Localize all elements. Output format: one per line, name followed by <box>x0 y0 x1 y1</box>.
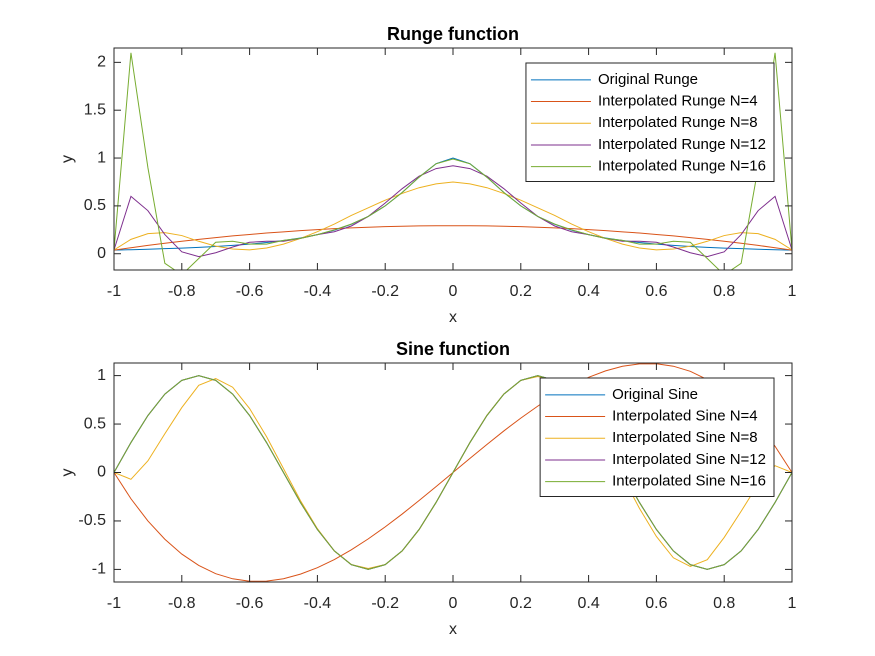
x-tick-label: 0.4 <box>577 595 599 612</box>
series-line <box>114 52 792 270</box>
y-tick-label: -1 <box>92 561 106 578</box>
axes: -1 -0.8 -0.6 -0.4 -0.2 0 0.2 0.4 0.6 0.8 1 0 0.5 1 1.5… <box>59 24 796 326</box>
legend-label: Interpolated Sine N=8 <box>612 429 758 446</box>
legend-label: Interpolated Sine N=16 <box>612 473 766 490</box>
x-tick-label: -0.6 <box>236 595 264 612</box>
legend-label: Interpolated Runge N=12 <box>598 136 766 153</box>
x-tick-label: 0.8 <box>713 283 735 300</box>
legend: Original Sine Interpolated Sine N=4 Interp… <box>539 377 775 497</box>
x-tick-label: -0.4 <box>304 283 332 300</box>
x-tick-label: -0.6 <box>236 283 264 300</box>
y-axis-label: y <box>59 155 76 163</box>
legend-label: Interpolated Runge N=16 <box>598 158 766 175</box>
series-line <box>114 375 792 570</box>
x-tick-label: -0.8 <box>168 595 196 612</box>
legend-label: Original Sine <box>612 386 698 403</box>
x-axis-label: x <box>449 309 457 326</box>
x-tick-label: -1 <box>107 283 121 300</box>
x-tick-label: -0.2 <box>371 595 399 612</box>
legend-label: Interpolated Runge N=8 <box>598 114 758 131</box>
series-line <box>114 225 792 251</box>
x-tick-label: 1 <box>788 595 797 612</box>
y-tick-label: 0.5 <box>84 197 106 214</box>
lines <box>114 52 792 270</box>
chart-title: Runge function <box>387 24 519 44</box>
x-tick-label: 0 <box>449 595 458 612</box>
x-axis-label: x <box>449 621 457 638</box>
y-tick-label: 1 <box>97 149 106 166</box>
x-tick-label: 0.6 <box>645 595 667 612</box>
legend-box <box>539 377 775 497</box>
y-tick-label: 2 <box>97 54 106 71</box>
legend-label: Original Runge <box>598 71 698 88</box>
x-tick-label: -0.4 <box>304 595 332 612</box>
legend-label: Interpolated Sine N=12 <box>612 451 766 468</box>
y-axis-label: y <box>59 469 76 477</box>
x-tick-label: -0.2 <box>371 283 399 300</box>
y-tick-label: 0.5 <box>84 415 106 432</box>
legend-box <box>525 62 775 182</box>
y-tick-label: -0.5 <box>78 512 106 529</box>
x-tick-label: 0.6 <box>645 283 667 300</box>
axes-box <box>113 47 793 271</box>
x-tick-label: 0.2 <box>510 283 532 300</box>
axes-box <box>113 362 793 583</box>
y-tick-label: 0 <box>97 464 106 481</box>
x-tick-label: 0 <box>449 283 458 300</box>
y-tick-label: 1 <box>97 367 106 384</box>
x-tick-label: -0.8 <box>168 283 196 300</box>
chart-title: Sine function <box>396 339 510 359</box>
lines <box>114 363 792 582</box>
series-line <box>114 165 792 258</box>
legend-label: Interpolated Runge N=4 <box>598 93 758 110</box>
legend-label: Interpolated Sine N=4 <box>612 408 758 425</box>
y-tick-label: 0 <box>97 245 106 262</box>
axes: -1 -0.8 -0.6 -0.4 -0.2 0 0.2 0.4 0.6 0.8 1 -1 -0.5 0 0… <box>59 339 796 638</box>
series-line <box>114 181 792 251</box>
series-line <box>114 157 792 251</box>
y-tick-label: 1.5 <box>84 101 106 118</box>
x-tick-label: -1 <box>107 595 121 612</box>
x-tick-label: 0.8 <box>713 595 735 612</box>
x-tick-label: 0.4 <box>577 283 599 300</box>
legend: Original Runge Interpolated Runge N=4 Inte… <box>525 62 775 182</box>
x-tick-label: 0.2 <box>510 595 532 612</box>
x-tick-label: 1 <box>788 283 797 300</box>
